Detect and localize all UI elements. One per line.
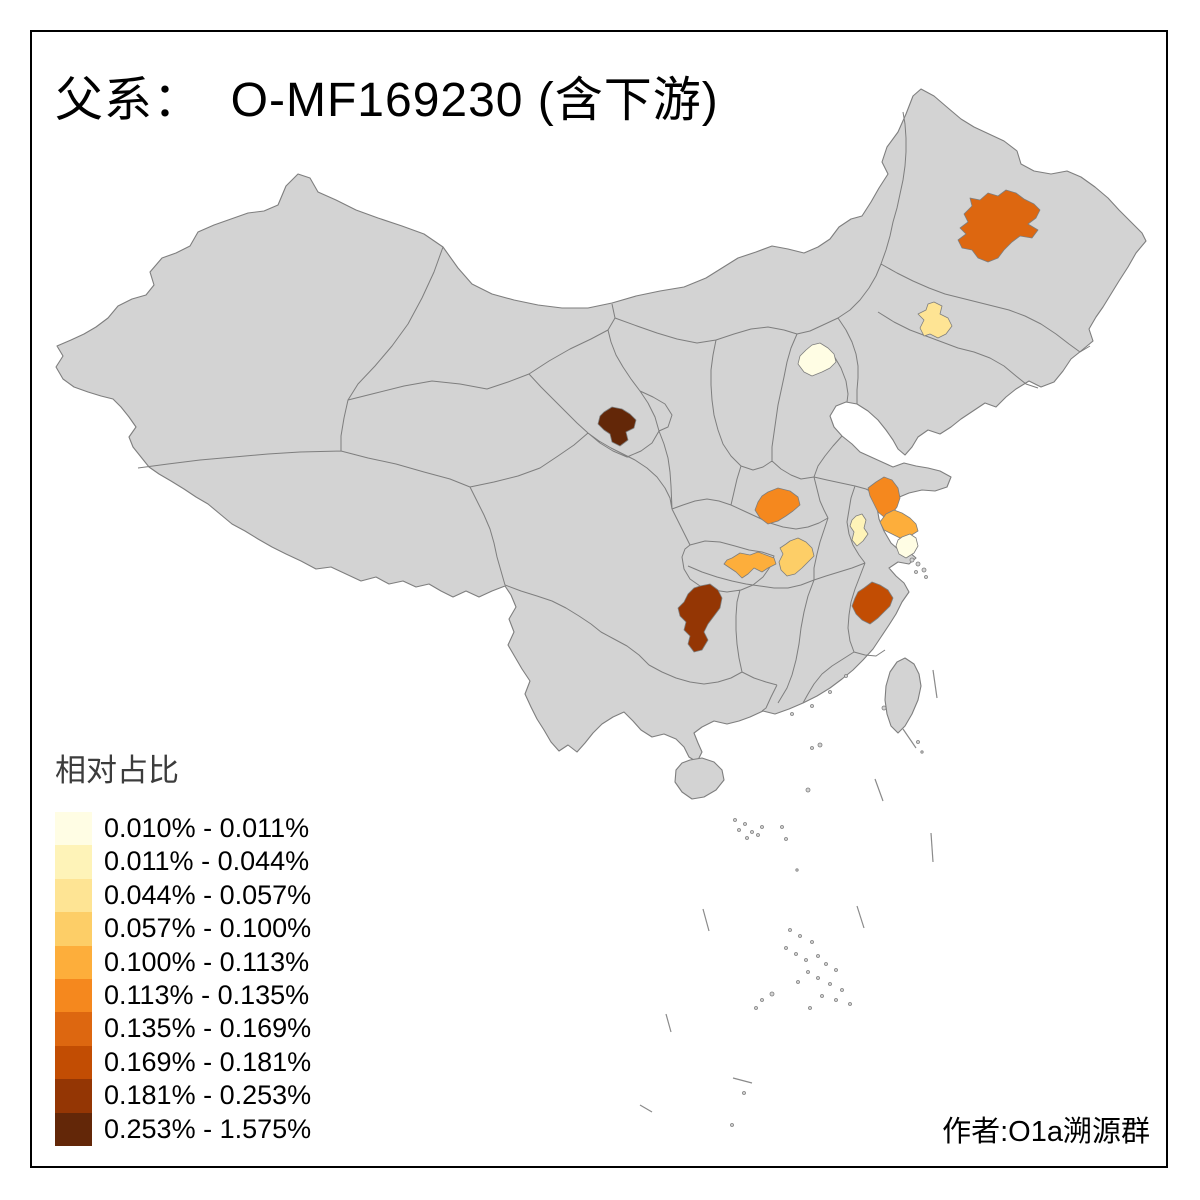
legend: 相对占比 0.010% - 0.011% 0.011% - 0.044% 0.044… [55, 745, 311, 1146]
highlight-region [677, 583, 723, 653]
legend-rows: 0.010% - 0.011% 0.011% - 0.044% 0.044% - 0… [55, 812, 311, 1146]
highlight-region [849, 513, 869, 547]
legend-row: 0.169% - 0.181% [55, 1045, 312, 1080]
highlight-region [797, 342, 837, 377]
legend-label: 0.044% - 0.057% [104, 879, 312, 910]
legend-label: 0.011% - 0.044% [104, 846, 310, 877]
highlight-regions [597, 189, 1041, 653]
legend-swatch [55, 845, 92, 879]
legend-row: 0.181% - 0.253% [55, 1079, 312, 1113]
highlight-region [597, 406, 637, 447]
legend-swatch [55, 1079, 92, 1113]
highlight-region [754, 487, 801, 525]
small-islands [730, 557, 928, 1127]
legend-title: 相对占比 [55, 753, 179, 788]
highlight-region [778, 537, 815, 577]
highlight-region [957, 189, 1041, 263]
legend-label: 0.100% - 0.113% [104, 946, 310, 977]
legend-row: 0.100% - 0.113% [55, 945, 311, 979]
legend-label: 0.135% - 0.169% [104, 1013, 312, 1044]
legend-label: 0.253% - 1.575% [104, 1113, 312, 1144]
highlight-region [917, 301, 953, 339]
legend-label: 0.181% - 0.253% [104, 1080, 312, 1111]
province-borders [137, 111, 1091, 712]
legend-label: 0.113% - 0.135% [104, 979, 310, 1010]
legend-swatch [55, 945, 92, 979]
legend-row: 0.010% - 0.011% [55, 812, 311, 846]
highlight-region [851, 581, 894, 625]
legend-label: 0.010% - 0.011% [104, 813, 310, 843]
author-credit: 作者:O1a溯源群 [942, 1116, 1150, 1148]
legend-row: 0.057% - 0.100% [55, 912, 312, 946]
legend-swatch [55, 1112, 92, 1146]
taiwan-island [884, 657, 922, 734]
legend-swatch [55, 1045, 92, 1080]
legend-row: 0.253% - 1.575% [55, 1112, 312, 1146]
legend-row: 0.135% - 0.169% [55, 1012, 312, 1046]
legend-swatch [55, 912, 92, 946]
legend-swatch [55, 812, 92, 846]
page-title: 父系： O-MF169230 (含下游) [55, 74, 719, 127]
highlight-region [895, 533, 919, 559]
legend-row: 0.113% - 0.135% [55, 978, 311, 1013]
legend-row: 0.044% - 0.057% [55, 878, 312, 913]
sea-boundary-dashes [639, 669, 938, 1113]
hainan-island [674, 757, 725, 800]
legend-row: 0.011% - 0.044% [55, 845, 311, 879]
legend-label: 0.057% - 0.100% [104, 913, 312, 944]
highlight-region [879, 509, 919, 539]
legend-swatch [55, 878, 92, 913]
legend-swatch [55, 978, 92, 1013]
legend-label: 0.169% - 0.181% [104, 1046, 312, 1077]
highlight-region [723, 551, 777, 579]
legend-swatch [55, 1012, 92, 1046]
